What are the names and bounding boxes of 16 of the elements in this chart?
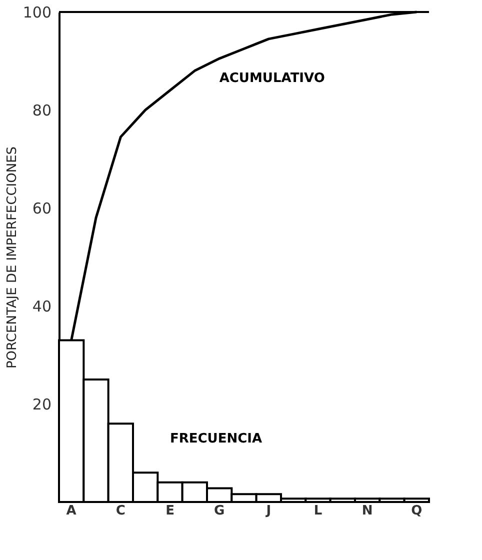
text: FRECUENCIA [170, 431, 262, 446]
y-axis-title: PORCENTAJE DE IMPERFECCIONES [4, 146, 20, 369]
y-tick-label: 100 [22, 4, 52, 22]
y-tick-label: 40 [32, 298, 52, 316]
series-label: ACUMULATIVO [219, 71, 325, 86]
y-tick-label: 20 [32, 396, 52, 414]
x-tick-label: C [116, 504, 126, 518]
x-tick-label: Q [411, 504, 422, 518]
x-tick-label: J [265, 504, 272, 518]
x-tick-label: L [314, 504, 322, 518]
y-tick-label: 80 [32, 102, 52, 120]
x-tick-label: G [214, 504, 225, 518]
x-tick-label: E [166, 504, 174, 518]
y-tick-label: 60 [32, 200, 52, 218]
x-tick-label: N [362, 504, 373, 518]
x-tick-label: A [66, 504, 76, 518]
